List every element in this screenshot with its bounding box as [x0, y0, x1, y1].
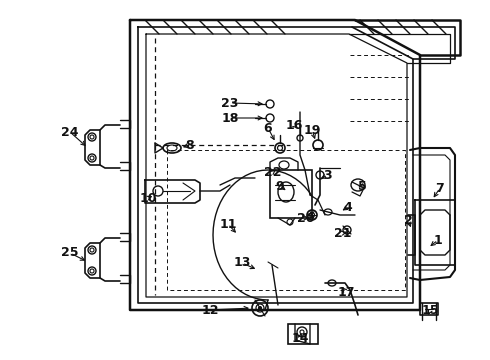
Text: 14: 14 — [291, 332, 309, 345]
Text: 12: 12 — [201, 303, 219, 316]
Ellipse shape — [259, 306, 262, 310]
Text: 1: 1 — [434, 234, 442, 247]
Bar — [270, 170, 312, 218]
Text: 10: 10 — [139, 192, 157, 204]
Text: 22: 22 — [264, 166, 282, 179]
Text: 2: 2 — [404, 213, 413, 226]
Text: 13: 13 — [233, 256, 251, 270]
Text: 19: 19 — [303, 123, 320, 136]
Text: 21: 21 — [334, 226, 352, 239]
Bar — [288, 324, 318, 344]
Text: 7: 7 — [436, 181, 444, 194]
Text: 8: 8 — [186, 139, 195, 152]
Text: 9: 9 — [276, 180, 284, 193]
Text: 23: 23 — [221, 96, 239, 109]
Text: 3: 3 — [324, 168, 332, 181]
Text: 18: 18 — [221, 112, 239, 125]
Text: 24: 24 — [61, 126, 79, 139]
Text: 6: 6 — [264, 122, 272, 135]
Text: 25: 25 — [61, 247, 79, 260]
Text: 4: 4 — [343, 201, 352, 213]
Text: 15: 15 — [421, 305, 439, 318]
Text: 11: 11 — [219, 217, 237, 230]
Text: 20: 20 — [297, 212, 315, 225]
Text: 16: 16 — [285, 118, 303, 131]
Text: 5: 5 — [358, 180, 367, 193]
Text: 17: 17 — [337, 285, 355, 298]
